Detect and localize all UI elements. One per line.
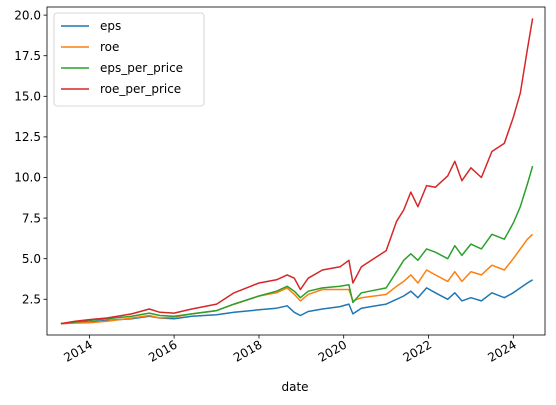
series-line-eps <box>60 279 533 325</box>
y-tick-label: 12.5 <box>14 130 41 144</box>
y-tick-label: 10.0 <box>14 171 41 185</box>
y-tick-label: 15.0 <box>14 90 41 104</box>
legend-box <box>53 12 205 107</box>
y-tick-label: 17.5 <box>14 49 41 63</box>
series-line-roe_per_price <box>60 18 534 325</box>
legend: eps roe eps_per_price roe_per_price <box>53 12 205 107</box>
y-axis-ticks: 2.5 5.0 7.5 10.0 12.5 15.0 17.5 20.0 <box>14 8 47 306</box>
legend-label-roe: roe <box>100 40 119 54</box>
legend-label-roe_per_price: roe_per_price <box>100 82 181 96</box>
plot-area-frame <box>46 6 546 336</box>
y-tick-label: 20.0 <box>14 8 41 22</box>
legend-label-eps: eps <box>100 19 121 33</box>
series-line-eps_per_price <box>60 165 534 325</box>
y-tick-label: 2.5 <box>22 292 41 306</box>
series-layer <box>60 18 534 325</box>
x-axis-label: date <box>281 380 308 394</box>
y-tick-label: 5.0 <box>22 252 41 266</box>
y-tick-label: 7.5 <box>22 211 41 225</box>
legend-label-eps_per_price: eps_per_price <box>100 61 183 75</box>
